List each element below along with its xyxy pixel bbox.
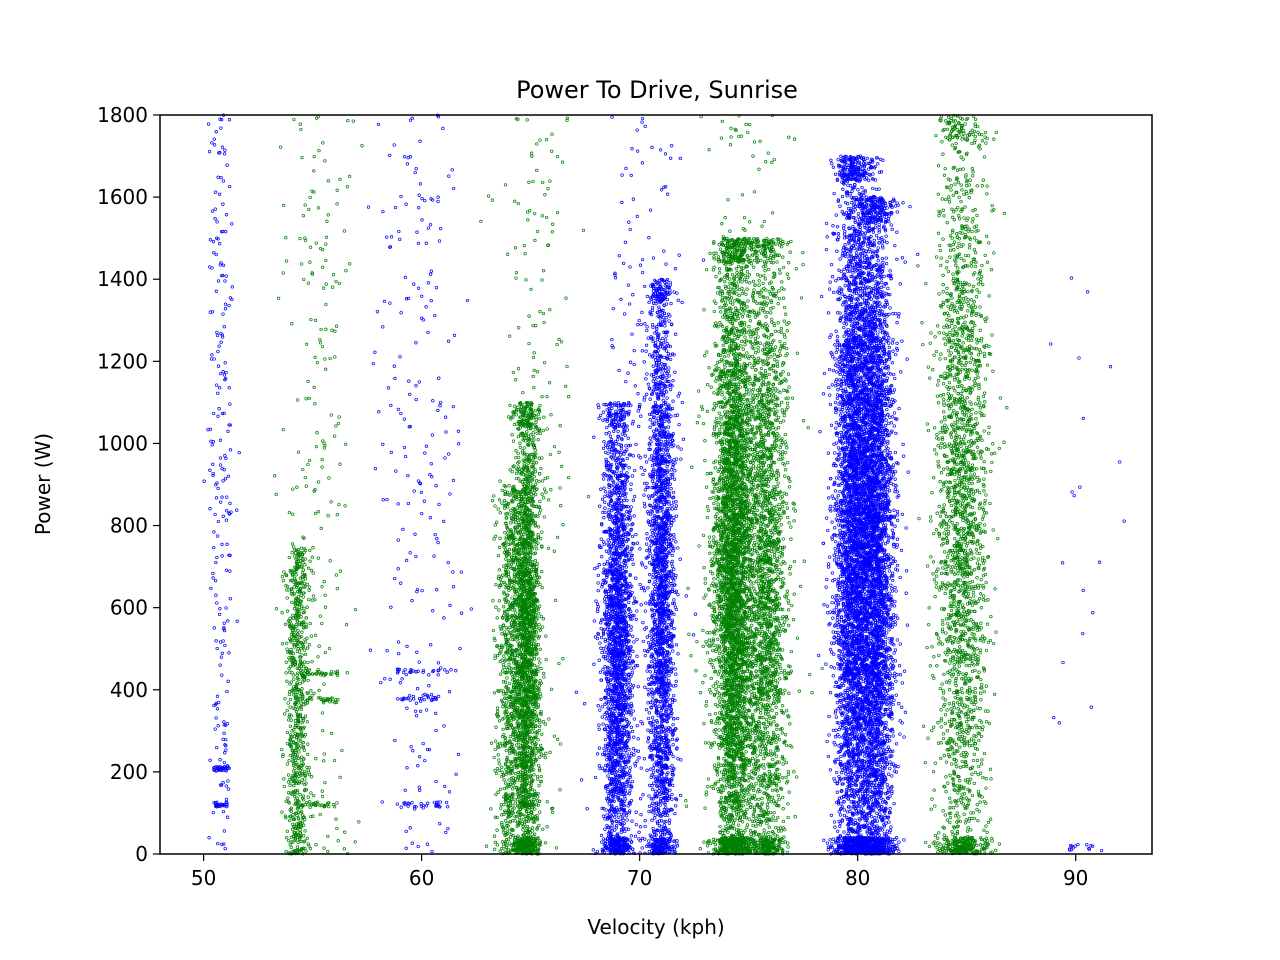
chart-title: Power To Drive, Sunrise [516,76,798,104]
